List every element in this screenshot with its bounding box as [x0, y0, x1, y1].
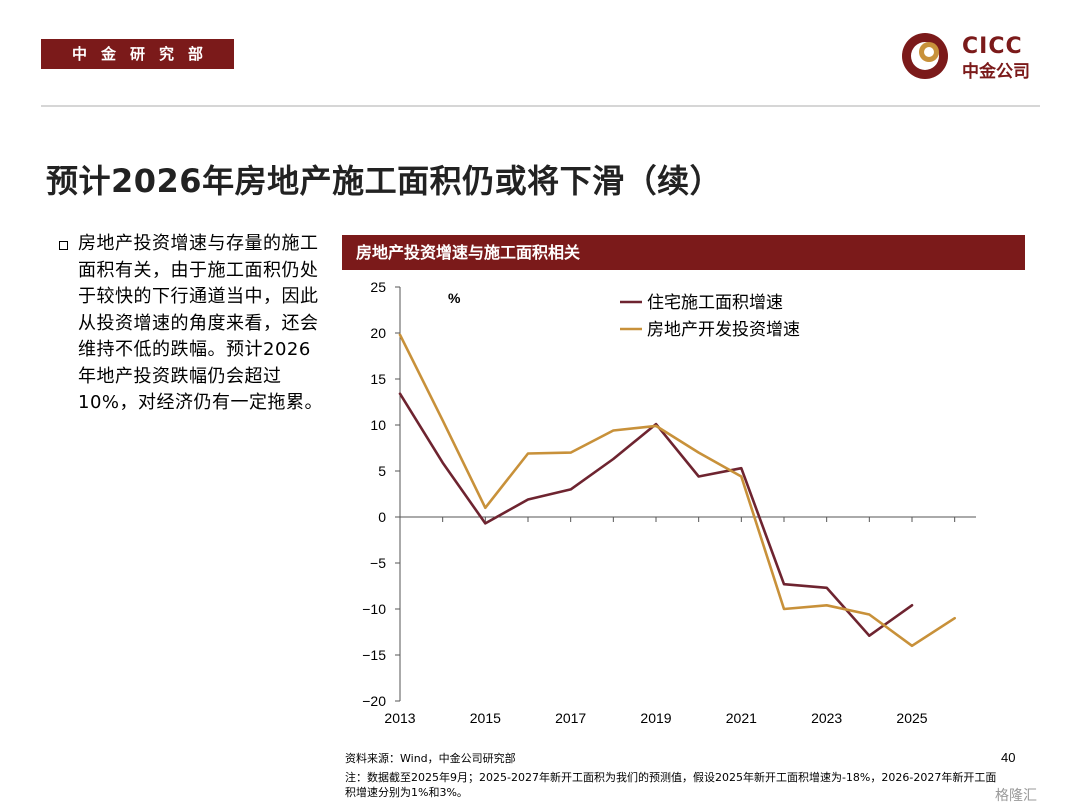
footnote: 注：数据截至2025年9月；2025-2027年新开工面积为我们的预测值，假设2… [345, 771, 997, 799]
y-tick-label: 25 [370, 279, 386, 295]
page-number: 40 [1001, 750, 1016, 765]
x-tick-label: 2021 [726, 710, 757, 726]
legend-label: 住宅施工面积增速 [647, 293, 783, 313]
x-tick-label: 2019 [640, 710, 671, 726]
logo-hole [924, 47, 934, 57]
legend-label: 房地产开发投资增速 [647, 320, 800, 340]
y-tick-label: 15 [370, 371, 386, 387]
y-unit-label: % [448, 290, 461, 306]
cicc-logo [902, 33, 948, 79]
department-badge: 中金研究部 [41, 39, 234, 69]
bullet-square-icon [59, 241, 68, 250]
x-tick-label: 2023 [811, 710, 842, 726]
series-line-1 [398, 392, 914, 638]
source-note: 资料来源：Wind，中金公司研究部 [345, 752, 516, 765]
x-tick-label: 2013 [384, 710, 415, 726]
x-tick-label: 2015 [470, 710, 501, 726]
logo-text-cn: 中金公司 [962, 62, 1030, 82]
y-tick-label: −10 [362, 601, 386, 617]
x-tick-label: 2025 [896, 710, 927, 726]
header-divider [41, 105, 1040, 107]
y-tick-label: −5 [370, 555, 386, 571]
y-tick-label: 5 [378, 463, 386, 479]
bullet-text: 房地产投资增速与存量的施工面积有关，由于施工面积仍处于较快的下行通道当中，因此从… [78, 233, 324, 413]
y-tick-label: 0 [378, 509, 386, 525]
page-title: 预计2026年房地产施工面积仍或将下滑（续） [46, 162, 723, 200]
chart-header: 房地产投资增速与施工面积相关 [342, 235, 1025, 270]
x-tick-label: 2017 [555, 710, 586, 726]
watermark: 格隆汇 [995, 788, 1037, 804]
y-tick-label: −15 [362, 647, 386, 663]
y-tick-label: −20 [362, 693, 386, 709]
y-tick-label: 10 [370, 417, 386, 433]
logo-text-en: CICC [962, 34, 1023, 59]
series-line-2 [398, 333, 957, 648]
y-tick-label: 20 [370, 325, 386, 341]
